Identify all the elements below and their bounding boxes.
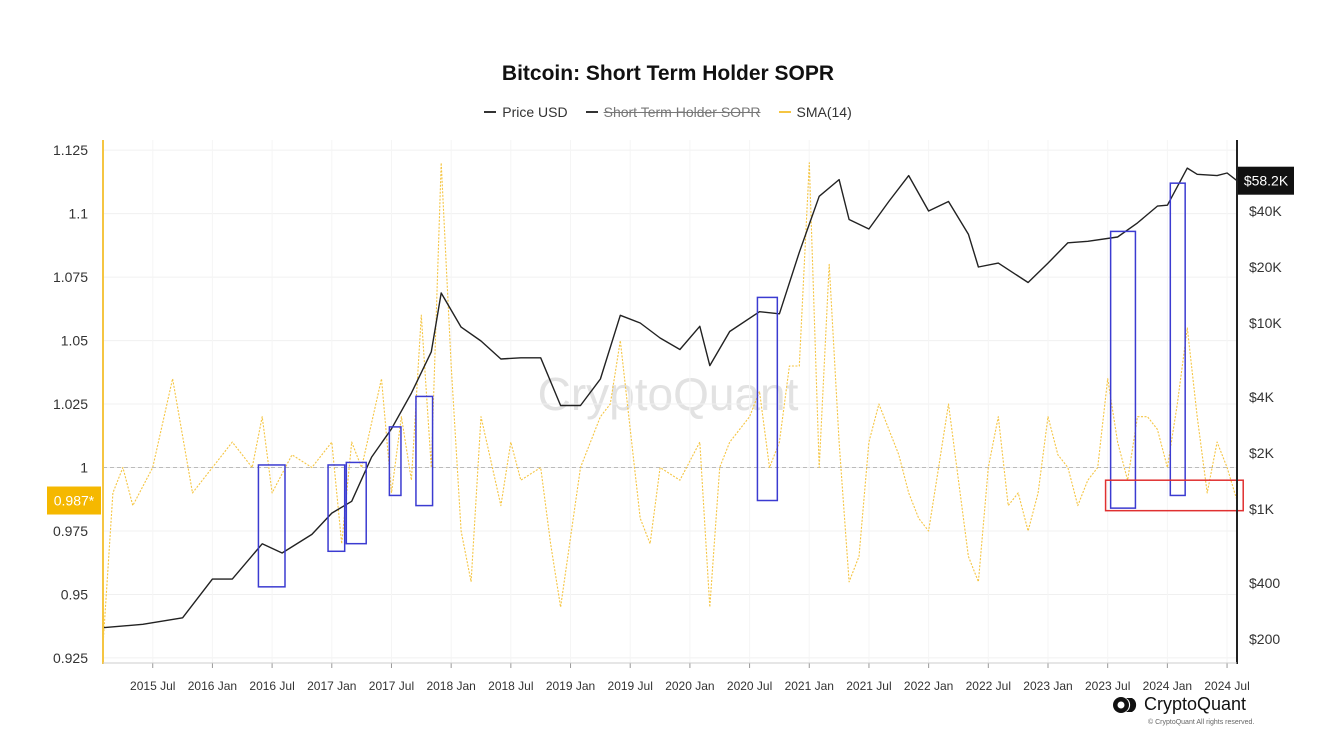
legend-swatch-sma (778, 111, 791, 113)
y-right-tick-label: $20K (1249, 259, 1282, 275)
y-right-tick-label: $4K (1249, 389, 1275, 405)
legend-swatch-price (484, 111, 497, 113)
legend-label-sma: SMA(14) (796, 104, 852, 120)
x-tick-label: 2020 Jan (665, 679, 714, 693)
y-right-tick-label: $400 (1249, 575, 1280, 591)
y-left-tick-label: 0.975 (53, 523, 88, 539)
y-left-tick-label: 0.95 (61, 586, 88, 602)
sma-line (102, 162, 1238, 646)
y-left-tick-label: 1 (80, 460, 88, 476)
highlight-box-blue (345, 461, 367, 545)
price-line (102, 167, 1238, 629)
highlight-box-red (1104, 479, 1244, 512)
price-current-badge (1238, 166, 1294, 195)
y-right-tick-label: $40K (1249, 203, 1282, 219)
x-tick-label: 2017 Jan (307, 679, 356, 693)
y-left-tick-label: 1.125 (53, 142, 88, 158)
x-tick-label: 2018 Jul (488, 679, 533, 693)
cryptoquant-logo-icon (1113, 696, 1137, 713)
x-tick-label: 2021 Jul (846, 679, 891, 693)
legend: Price USD Short Term Holder SOPR SMA(14) (0, 104, 1318, 120)
y-right-tick-label: $200 (1249, 631, 1280, 647)
x-tick-label: 2023 Jul (1085, 679, 1130, 693)
y-left-tick-label: 1.05 (61, 333, 88, 349)
y-axis-left-ticks: 1.125 1.1 1.075 1.05 1.025 1 0.975 0.95 0.925 (53, 142, 88, 666)
cryptoquant-logo: CryptoQuant (1112, 694, 1246, 715)
highlight-box-blue (388, 426, 402, 497)
y-right-tick-label: $2K (1249, 445, 1275, 461)
x-tick-label: 2017 Jul (369, 679, 414, 693)
sma-series (102, 162, 1238, 646)
x-tick-label: 2018 Jan (426, 679, 475, 693)
x-tick-label: 2021 Jan (785, 679, 834, 693)
logo-text: CryptoQuant (1144, 694, 1247, 714)
x-tick-label: 2022 Jul (966, 679, 1011, 693)
legend-label-sopr: Short Term Holder SOPR (603, 104, 761, 120)
legend-label-price: Price USD (502, 104, 568, 120)
legend-swatch-sopr (585, 111, 598, 113)
legend-item-price[interactable]: Price USD (484, 104, 568, 120)
highlight-box-blue (1109, 230, 1137, 509)
y-axis-right-ticks: $40K $20K $10K $4K $2K $1K $400 $200 (1249, 203, 1282, 647)
highlight-box-blue (327, 464, 346, 553)
y-right-tick-label: $1K (1249, 501, 1275, 517)
x-tick-label: 2015 Jul (130, 679, 175, 693)
highlight-box-blue (415, 395, 434, 507)
sopr-current-badge (47, 486, 101, 515)
x-tick-label: 2019 Jan (546, 679, 595, 693)
axes (102, 140, 1238, 668)
x-axis-ticks: 2015 Jul 2016 Jan 2016 Jul 2017 Jan 2017 Jul… (130, 679, 1250, 693)
y-left-tick-label: 1.025 (53, 396, 88, 412)
highlight-box-blue (257, 464, 286, 588)
x-tick-label: 2024 Jul (1204, 679, 1249, 693)
grid (103, 140, 1237, 663)
legend-item-sma[interactable]: SMA(14) (778, 104, 852, 120)
highlight-boxes (257, 182, 1244, 588)
highlight-box-blue (1169, 182, 1186, 497)
x-tick-label: 2016 Jul (249, 679, 294, 693)
x-tick-label: 2016 Jan (188, 679, 237, 693)
y-left-tick-label: 1.1 (69, 206, 89, 222)
x-tick-label: 2020 Jul (727, 679, 772, 693)
copyright-text: © CryptoQuant All rights reserved. (1148, 719, 1255, 726)
price-current-label: $58.2K (1244, 173, 1289, 189)
current-value-badges: 0.987* $58.2K (47, 166, 1294, 515)
legend-item-sopr[interactable]: Short Term Holder SOPR (585, 104, 761, 120)
x-tick-label: 2019 Jul (608, 679, 653, 693)
watermark: CryptoQuant (538, 368, 799, 420)
x-tick-label: 2024 Jan (1143, 679, 1192, 693)
y-left-tick-label: 1.075 (53, 269, 88, 285)
chart-title: Bitcoin: Short Term Holder SOPR (501, 62, 835, 85)
price-series (102, 167, 1238, 629)
x-tick-label: 2023 Jan (1023, 679, 1072, 693)
y-left-tick-label: 0.925 (53, 650, 88, 666)
highlight-box-blue (756, 296, 779, 502)
y-right-tick-label: $10K (1249, 315, 1282, 331)
sopr-current-label: 0.987* (54, 493, 95, 509)
x-tick-label: 2022 Jan (904, 679, 953, 693)
